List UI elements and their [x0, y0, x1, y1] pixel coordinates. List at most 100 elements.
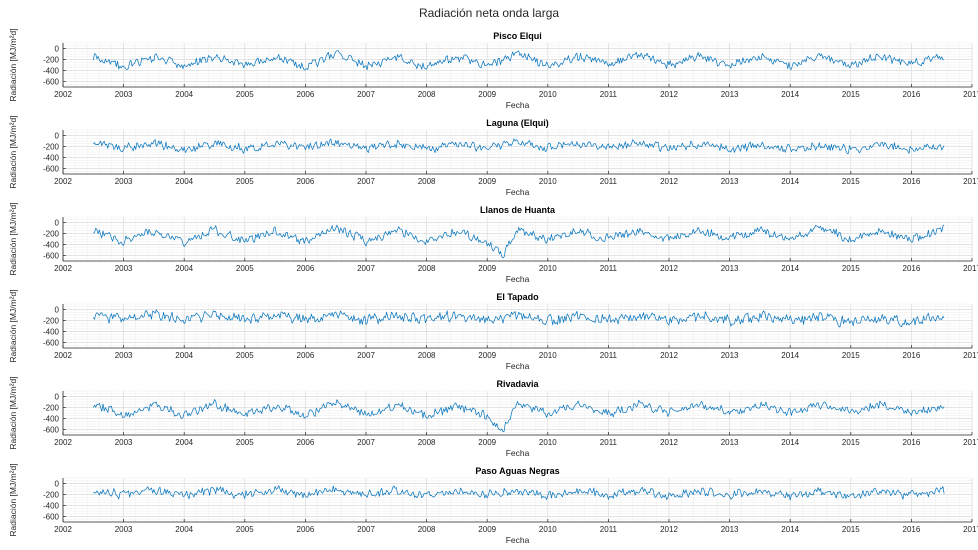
y-tick-label: -600 — [43, 426, 60, 435]
y-tick-label: -200 — [43, 143, 60, 152]
x-tick-label: 2006 — [297, 177, 315, 186]
panel-title: El Tapado — [496, 292, 539, 302]
x-tick-label: 2002 — [54, 525, 72, 534]
x-tick-label: 2006 — [297, 264, 315, 273]
chart-panel-5: Rivadavia 2002 2003 2004 2005 2006 2007 2008 200… — [8, 376, 978, 458]
x-tick-label: 2002 — [54, 264, 72, 273]
x-axis-label: Fecha — [506, 361, 530, 371]
x-tick-label: 2012 — [660, 177, 678, 186]
x-tick-label: 2008 — [418, 264, 436, 273]
x-tick-label: 2002 — [54, 177, 72, 186]
y-tick-label: -400 — [43, 241, 60, 250]
y-axis-label: Radiación [MJ/m²d] — [8, 463, 18, 536]
panels: Pisco Elqui 2002 2003 2004 2005 2006 2007 2008 2… — [8, 28, 978, 545]
x-tick-label: 2007 — [357, 438, 375, 447]
x-tick-label: 2006 — [297, 90, 315, 99]
y-axis-label: Radiación [MJ/m²d] — [8, 202, 18, 275]
y-tick-label: 0 — [55, 306, 60, 315]
y-tick-label: 0 — [55, 219, 60, 228]
x-axis-label: Fecha — [506, 100, 530, 110]
x-tick-label: 2017 — [963, 351, 978, 360]
x-tick-label: 2017 — [963, 438, 978, 447]
x-tick-label: 2012 — [660, 351, 678, 360]
series-line — [93, 485, 945, 501]
x-tick-label: 2011 — [600, 351, 618, 360]
x-tick-label: 2006 — [297, 438, 315, 447]
x-tick-label: 2017 — [963, 177, 978, 186]
x-tick-label: 2008 — [418, 351, 436, 360]
chart-panel-4: El Tapado 2002 2003 2004 2005 2006 2007 2008 200… — [8, 289, 978, 371]
x-tick-label: 2008 — [418, 177, 436, 186]
y-tick-label: -400 — [43, 502, 60, 511]
y-tick-label: 0 — [55, 45, 60, 54]
x-tick-label: 2011 — [600, 90, 618, 99]
panel-title: Rivadavia — [496, 379, 539, 389]
x-tick-label: 2015 — [842, 90, 860, 99]
y-tick-label: -400 — [43, 415, 60, 424]
x-tick-label: 2016 — [903, 438, 921, 447]
chart-panel-6: Paso Aguas Negras 2002 2003 2004 2005 2006 200… — [8, 463, 978, 545]
x-tick-label: 2004 — [175, 177, 193, 186]
x-tick-label: 2007 — [357, 177, 375, 186]
x-tick-label: 2012 — [660, 438, 678, 447]
x-tick-label: 2003 — [115, 525, 133, 534]
x-tick-label: 2004 — [175, 438, 193, 447]
x-tick-label: 2002 — [54, 351, 72, 360]
x-tick-label: 2004 — [175, 264, 193, 273]
series-line — [93, 224, 945, 259]
panel-title: Pisco Elqui — [493, 31, 542, 41]
x-tick-label: 2017 — [963, 90, 978, 99]
y-tick-label: -600 — [43, 78, 60, 87]
panel-title: Paso Aguas Negras — [475, 466, 559, 476]
x-tick-label: 2014 — [781, 177, 799, 186]
series-line — [93, 138, 945, 154]
y-tick-label: -200 — [43, 317, 60, 326]
x-tick-label: 2011 — [600, 525, 618, 534]
y-tick-label: -400 — [43, 328, 60, 337]
x-tick-label: 2005 — [236, 90, 254, 99]
x-tick-label: 2003 — [115, 351, 133, 360]
y-tick-label: -600 — [43, 513, 60, 522]
x-tick-label: 2014 — [781, 525, 799, 534]
x-tick-label: 2015 — [842, 438, 860, 447]
x-tick-label: 2006 — [297, 525, 315, 534]
y-tick-label: -600 — [43, 339, 60, 348]
x-tick-label: 2012 — [660, 90, 678, 99]
x-tick-label: 2017 — [963, 264, 978, 273]
series-line — [92, 50, 945, 71]
x-tick-label: 2004 — [175, 525, 193, 534]
x-tick-label: 2016 — [903, 264, 921, 273]
x-tick-label: 2015 — [842, 264, 860, 273]
x-tick-label: 2005 — [236, 351, 254, 360]
x-tick-label: 2011 — [600, 264, 618, 273]
x-tick-label: 2014 — [781, 90, 799, 99]
y-tick-label: -400 — [43, 154, 60, 163]
y-tick-label: -600 — [43, 165, 60, 174]
y-tick-label: -200 — [43, 491, 60, 500]
x-tick-label: 2009 — [478, 438, 496, 447]
x-tick-label: 2010 — [539, 90, 557, 99]
x-tick-label: 2015 — [842, 525, 860, 534]
chart-panel-3: Llanos de Huanta 2002 2003 2004 2005 2006 2007… — [8, 202, 978, 284]
y-tick-label: -200 — [43, 404, 60, 413]
x-tick-label: 2008 — [418, 525, 436, 534]
x-tick-label: 2005 — [236, 177, 254, 186]
x-tick-label: 2007 — [357, 525, 375, 534]
x-tick-label: 2005 — [236, 264, 254, 273]
x-tick-label: 2010 — [539, 177, 557, 186]
x-tick-label: 2009 — [478, 351, 496, 360]
x-tick-label: 2016 — [903, 525, 921, 534]
x-tick-label: 2003 — [115, 90, 133, 99]
x-tick-label: 2005 — [236, 438, 254, 447]
x-tick-label: 2008 — [418, 90, 436, 99]
x-tick-label: 2009 — [478, 264, 496, 273]
y-tick-label: 0 — [55, 480, 60, 489]
y-axis-label: Radiación [MJ/m²d] — [8, 115, 18, 188]
x-tick-label: 2013 — [721, 90, 739, 99]
x-tick-label: 2015 — [842, 177, 860, 186]
x-tick-label: 2011 — [600, 438, 618, 447]
y-tick-label: -600 — [43, 252, 60, 261]
chart-panel-1: Pisco Elqui 2002 2003 2004 2005 2006 2007 2008 2… — [8, 28, 978, 110]
x-tick-label: 2016 — [903, 90, 921, 99]
